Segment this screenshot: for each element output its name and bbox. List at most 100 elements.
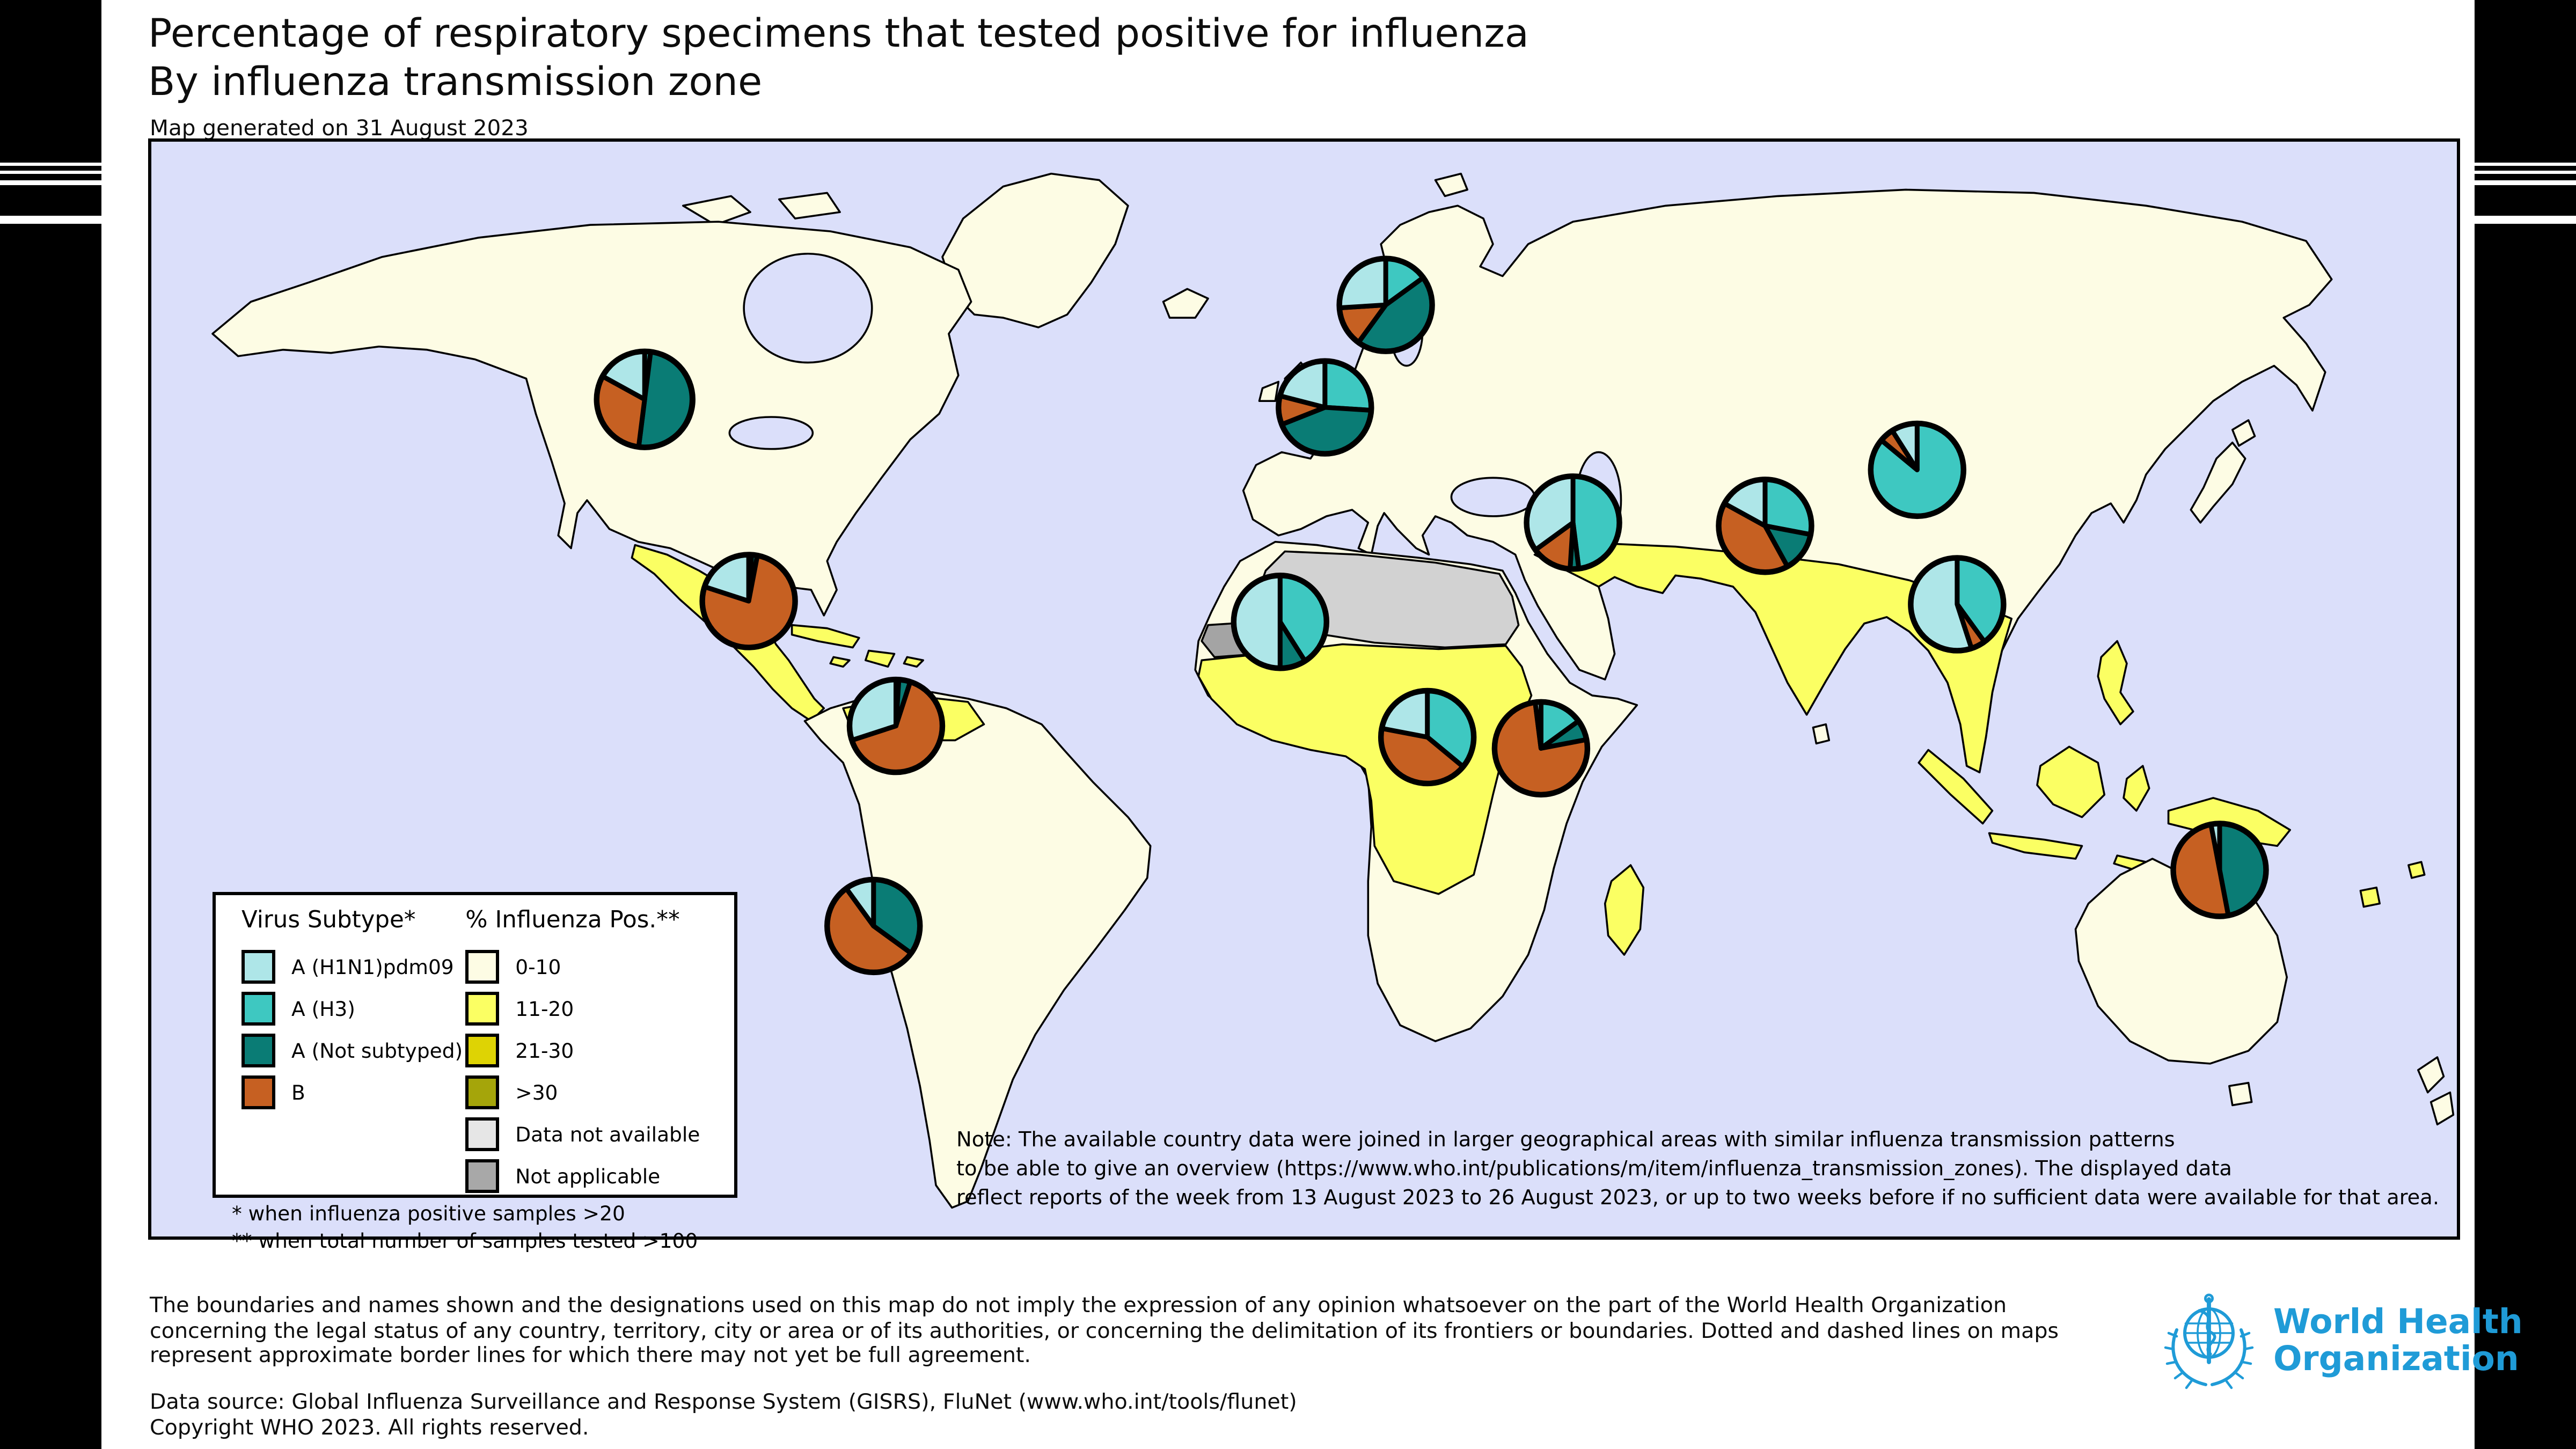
landmass-tasmania bbox=[2228, 1081, 2253, 1107]
legend-label: A (H1N1)pdm09 bbox=[291, 954, 454, 978]
who-name: World Health Organization bbox=[2273, 1304, 2523, 1377]
landmass-new-zealand-north bbox=[2417, 1056, 2445, 1094]
pie-north-america bbox=[594, 348, 696, 450]
legend-label: A (H3) bbox=[291, 996, 355, 1020]
letterbox-stripe bbox=[2475, 180, 2576, 185]
pie-outline bbox=[1908, 555, 2007, 654]
pie-western-africa bbox=[1231, 573, 1329, 671]
landmass-sri-lanka bbox=[1812, 723, 1831, 745]
legend-swatch bbox=[241, 1074, 275, 1109]
footnote-2: ** when total number of samples tested >… bbox=[232, 1227, 698, 1252]
pie-outline bbox=[1868, 420, 1966, 519]
zone-java bbox=[1988, 832, 2083, 860]
who-logo: World Health Organization bbox=[2157, 1288, 2523, 1391]
pie-northern-europe bbox=[1336, 255, 1435, 354]
legend-swatch bbox=[241, 991, 275, 1025]
legend-label: >30 bbox=[515, 1079, 558, 1104]
pie-oceania bbox=[2170, 821, 2269, 919]
disclaimer: The boundaries and names shown and the d… bbox=[150, 1294, 2154, 1370]
legend-label: A (Not subtyped) bbox=[291, 1037, 463, 1062]
zone-hispaniola bbox=[865, 649, 896, 668]
pie-outline bbox=[846, 676, 946, 775]
legend-pos-header: % Influenza Pos.** bbox=[465, 908, 680, 934]
who-name-line-2: Organization bbox=[2273, 1338, 2519, 1378]
legend-swatch bbox=[465, 1033, 500, 1067]
legend-swatch bbox=[465, 949, 500, 983]
landmass-greenland bbox=[941, 172, 1129, 328]
legend-label: 0-10 bbox=[515, 954, 561, 978]
pie-outline bbox=[1231, 573, 1329, 671]
zone-sumatra bbox=[1918, 749, 1994, 825]
page-title: Percentage of respiratory specimens that… bbox=[148, 10, 1529, 106]
pie-charts bbox=[594, 255, 2269, 976]
disclaimer-line-2: concerning the legal status of any count… bbox=[150, 1319, 2059, 1344]
legend-footnotes: * when influenza positive samples >20 **… bbox=[232, 1201, 698, 1254]
pie-outline bbox=[1378, 687, 1477, 787]
legend-item: 11-20 bbox=[465, 989, 734, 1027]
footnote-1: * when influenza positive samples >20 bbox=[232, 1201, 625, 1225]
legend-label: Data not available bbox=[515, 1121, 700, 1146]
landmass-new-zealand-south bbox=[2429, 1091, 2455, 1126]
pie-outline bbox=[1524, 473, 1622, 572]
black-sea bbox=[1450, 477, 1536, 517]
landmass-ireland bbox=[1258, 380, 1280, 402]
pie-tropical-south-america bbox=[846, 676, 946, 775]
letterbox-stripe bbox=[2475, 163, 2576, 166]
disclaimer-line-3: represent approximate border lines for w… bbox=[150, 1344, 1031, 1368]
zone-madagascar bbox=[1604, 864, 1645, 956]
who-name-line-1: World Health bbox=[2273, 1302, 2523, 1341]
legend-item: 0-10 bbox=[465, 947, 734, 985]
legend-label: 21-30 bbox=[515, 1037, 574, 1062]
pie-south-west-europe bbox=[1276, 358, 1374, 457]
legend-item: A (H1N1)pdm09 bbox=[241, 947, 465, 985]
legend-swatch bbox=[465, 991, 500, 1025]
note-line-3: reflect reports of the week from 13 Augu… bbox=[956, 1187, 2440, 1211]
zone-puerto-rico bbox=[903, 656, 924, 668]
landmass-arctic-islands bbox=[682, 195, 751, 226]
zone-fiji bbox=[2407, 861, 2426, 879]
data-source: Data source: Global Influenza Surveillan… bbox=[150, 1391, 1297, 1415]
legend-swatch bbox=[465, 1158, 500, 1192]
letterbox-stripe bbox=[2475, 171, 2576, 174]
legend-label: 11-20 bbox=[515, 996, 574, 1020]
map-generated-date: Map generated on 31 August 2023 bbox=[150, 116, 529, 142]
pie-outline bbox=[1276, 358, 1374, 457]
letterbox-stripe bbox=[2475, 216, 2576, 224]
zone-new-caledonia bbox=[2359, 887, 2381, 908]
legend-item: A (H3) bbox=[241, 989, 465, 1027]
legend: Virus Subtype* A (H1N1)pdm09 A (H3) A (Not… bbox=[213, 892, 737, 1198]
pie-outline bbox=[594, 348, 696, 450]
disclaimer-line-1: The boundaries and names shown and the d… bbox=[150, 1294, 2007, 1319]
zone-borneo bbox=[2036, 745, 2106, 818]
landmass-svalbard bbox=[1434, 172, 1468, 197]
title-line-2: By influenza transmission zone bbox=[148, 58, 763, 105]
copyright: Copyright WHO 2023. All rights reserved. bbox=[150, 1417, 589, 1441]
great-lakes bbox=[728, 416, 814, 450]
map-note: Note: The available country data were jo… bbox=[956, 1127, 2439, 1214]
legend-swatch bbox=[241, 949, 275, 983]
data-source-block: Data source: Global Influenza Surveillan… bbox=[150, 1391, 1297, 1443]
pie-outline bbox=[2170, 821, 2269, 919]
legend-item: Data not available bbox=[465, 1114, 734, 1153]
landmass-japan bbox=[2190, 441, 2246, 524]
letterbox-stripe bbox=[0, 180, 101, 185]
letterbox-stripe bbox=[0, 216, 101, 224]
title-line-1: Percentage of respiratory specimens that… bbox=[148, 10, 1529, 56]
pie-outline bbox=[1336, 255, 1435, 354]
zone-sulawesi bbox=[2123, 765, 2150, 812]
note-line-1: Note: The available country data were jo… bbox=[956, 1129, 2175, 1153]
pie-outline bbox=[824, 876, 923, 976]
landmass-hokkaido bbox=[2231, 419, 2256, 447]
letterbox-stripe bbox=[0, 163, 101, 166]
pie-western-asia bbox=[1524, 473, 1622, 572]
hudson-bay bbox=[743, 252, 873, 364]
left-letterbox-bar bbox=[0, 0, 101, 1449]
landmass-eurasia bbox=[1242, 188, 2333, 773]
letterbox-stripe bbox=[0, 171, 101, 174]
legend-virus-header: Virus Subtype* bbox=[241, 908, 416, 934]
pie-outline bbox=[699, 552, 798, 650]
landmass-iceland bbox=[1162, 288, 1209, 319]
legend-item: A (Not subtyped) bbox=[241, 1030, 465, 1069]
pie-eastern-africa bbox=[1491, 699, 1591, 798]
